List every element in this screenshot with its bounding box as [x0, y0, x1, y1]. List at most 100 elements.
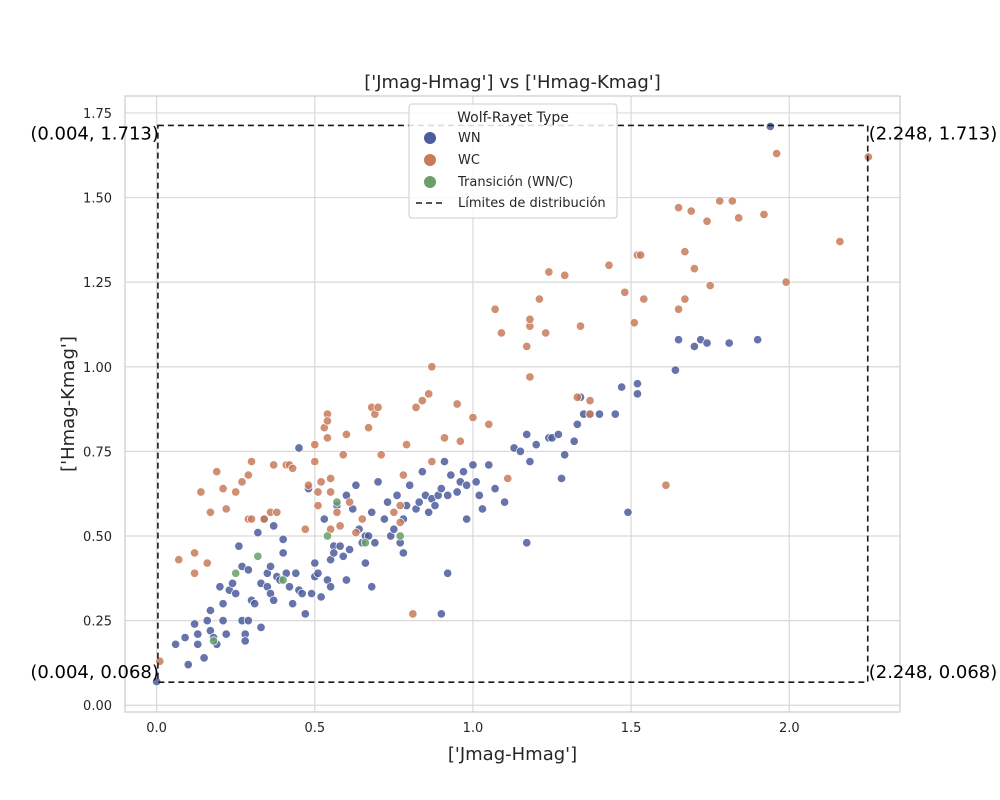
point-wc [272, 507, 282, 517]
y-tick-label: 1.50 [83, 192, 112, 207]
point-wc [484, 419, 494, 429]
x-tick-label: 1.5 [621, 721, 642, 736]
point-wn [240, 636, 250, 646]
point-wn [702, 338, 712, 348]
point-wn [443, 568, 453, 578]
point-wn [297, 588, 307, 599]
point-wc [221, 504, 231, 514]
point-wn [531, 440, 541, 450]
point-wn [674, 335, 684, 345]
point-wc [338, 450, 348, 460]
point-wn [256, 622, 266, 632]
point-wn [215, 582, 225, 592]
point-wc [674, 304, 684, 314]
point-wc [604, 260, 614, 270]
point-wc [585, 409, 595, 419]
legend-marker-wc [424, 154, 436, 166]
y-tick-label: 1.25 [83, 276, 112, 291]
chart-title: ['Jmag-Hmag'] vs ['Hmag-Kmag'] [364, 72, 661, 93]
point-wn [231, 588, 241, 599]
point-wn [471, 477, 481, 487]
corner-label-bottom-left: (0.004, 0.068) [30, 662, 159, 683]
point-wn [183, 660, 193, 670]
point-wc [243, 470, 253, 480]
point-wc [231, 487, 241, 497]
point-wn [291, 568, 301, 578]
point-wc [395, 517, 405, 528]
point-wc [759, 209, 769, 220]
point-wc [269, 460, 279, 470]
point-wn [218, 616, 228, 626]
point-wc [772, 148, 782, 159]
y-tick-label: 0.75 [83, 445, 112, 460]
point-wc [835, 236, 845, 247]
point-wn [689, 341, 699, 352]
point-wn [522, 538, 532, 548]
point-wc [411, 402, 421, 412]
point-wn [341, 575, 351, 585]
point-wn [452, 487, 462, 497]
point-wn [310, 558, 320, 568]
point-wc [417, 396, 427, 406]
point-wc [190, 548, 200, 558]
legend-entry-bounds: Límites de distribución [458, 196, 606, 211]
point-wn [171, 639, 181, 649]
point-wc [715, 196, 725, 206]
point-wn [250, 599, 260, 609]
point-wc [341, 429, 351, 440]
point-wc [496, 328, 506, 338]
point-wn [417, 467, 427, 477]
point-wn [345, 544, 355, 555]
point-wn [572, 419, 582, 429]
x-tick-label: 0.5 [304, 721, 325, 736]
point-wc [534, 294, 544, 304]
point-transition [360, 538, 370, 548]
point-wc [560, 270, 570, 280]
point-wn [205, 605, 215, 616]
point-wn [193, 639, 203, 649]
ticks: 0.0 0.5 1.0 1.5 2.0 0.00 0.25 0.50 0.75 1.00 1.25 1… [83, 107, 800, 736]
point-wn [367, 507, 377, 517]
legend-entry-wn: WN [458, 131, 481, 146]
point-wn [228, 578, 238, 588]
point-wn [221, 629, 231, 639]
point-wn [398, 548, 408, 558]
point-wn [329, 548, 339, 558]
point-wn [360, 558, 370, 568]
point-wn [753, 335, 763, 345]
point-wn [284, 582, 295, 592]
point-wc [503, 473, 513, 484]
point-wn [326, 582, 336, 592]
point-wn [265, 561, 276, 572]
point-wc [522, 341, 532, 352]
point-wc [246, 514, 257, 524]
point-wn [269, 595, 279, 605]
point-wn [623, 507, 633, 517]
data-points [152, 121, 873, 687]
point-wc [313, 500, 323, 511]
point-wn [468, 460, 478, 470]
point-wc [174, 555, 184, 565]
point-transition [231, 568, 241, 578]
point-wc [525, 372, 535, 382]
point-transition [332, 497, 342, 507]
point-wn [202, 616, 212, 626]
point-wc [639, 294, 649, 304]
point-wn [474, 490, 484, 500]
point-wc [468, 412, 478, 423]
point-wc [544, 267, 554, 277]
point-wn [569, 436, 579, 446]
point-wc [525, 314, 535, 324]
point-wc [395, 500, 405, 511]
point-wc [629, 318, 639, 328]
point-wn [319, 514, 329, 524]
point-wn [436, 484, 446, 494]
point-wc [259, 514, 269, 524]
point-wn [525, 456, 535, 467]
point-wc [674, 203, 684, 213]
point-wc [661, 480, 671, 490]
point-wc [455, 436, 465, 446]
point-wc [680, 247, 690, 257]
point-wn [180, 632, 190, 643]
